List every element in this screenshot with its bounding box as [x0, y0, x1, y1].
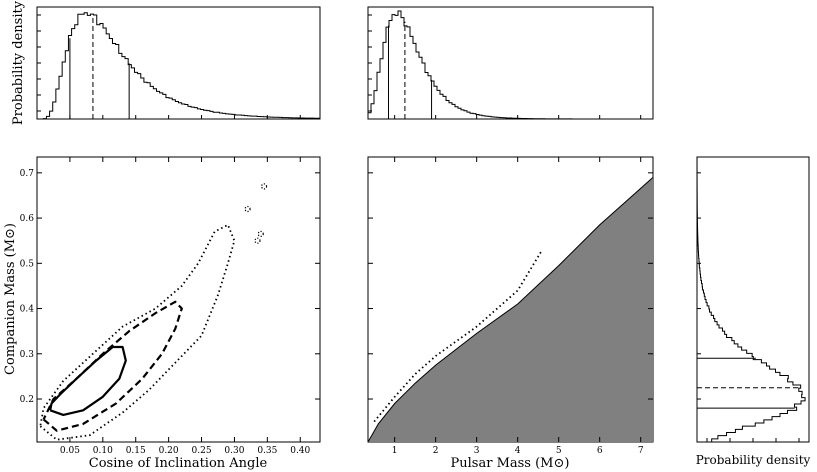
- mp-mc-xtick-label: 6: [597, 446, 603, 456]
- cosi-mc-xtick-label: 0.25: [192, 446, 212, 456]
- contour-outlier: [244, 205, 251, 213]
- mp-mc-xtick-label: 7: [638, 446, 644, 456]
- contour-outlier: [260, 183, 268, 190]
- cosi-mc-xlabel: Cosine of Inclination Angle: [89, 456, 268, 471]
- cosi-mc-ytick-label: 0.6: [20, 214, 35, 224]
- cosi-mc-xtick-label: 0.05: [60, 446, 80, 456]
- cosi-hist-plot: [37, 12, 320, 120]
- contour-outlier: [254, 237, 261, 244]
- mp-mc-xtick-label: 1: [392, 446, 398, 456]
- contour-outlier: [257, 230, 264, 238]
- mp-hist-plot: [367, 10, 653, 120]
- mc-hist-xlabel: Probability density: [696, 453, 811, 467]
- cosi-mc-ytick-label: 0.7: [20, 169, 35, 179]
- cosi-mc-xtick-label: 0.35: [257, 446, 277, 456]
- cosi-mc-plot: 0.05 0.10 0.15 0.20 0.25 0.30 0.35 0.40 0.2 0.3 0.…: [20, 157, 320, 456]
- mp-mc-xtick-label: 2: [433, 446, 439, 456]
- cosi-mc-xtick-label: 0.10: [93, 446, 113, 456]
- mp-hist-frame: [367, 6, 654, 120]
- cosi-mc-xtick-label: 0.30: [224, 446, 244, 456]
- contour-dotted: [39, 223, 236, 441]
- mc-hist-steps: [696, 156, 806, 442]
- cosi-hist-steps: [37, 12, 320, 120]
- mp-hist-steps: [367, 10, 653, 120]
- mp-mc-xtick-label: 3: [474, 446, 480, 456]
- cosi-mc-ylabel: Companion Mass (M⊙): [3, 223, 18, 375]
- mp-mc-xtick-label: 5: [556, 446, 562, 456]
- cosi-mc-ytick-label: 0.2: [20, 395, 34, 405]
- mp-mc-xlabel: Pulsar Mass (M⊙): [451, 456, 570, 471]
- mp-mc-xtick-label: 4: [515, 446, 521, 456]
- cosi-mc-xtick-label: 0.40: [290, 446, 310, 456]
- exclusion-boundary: [367, 177, 654, 443]
- mc-hist-plot: [696, 156, 806, 442]
- contour-dashed: [42, 300, 183, 432]
- cosi-mc-ytick-label: 0.4: [20, 305, 35, 315]
- cosi-mc-xtick-label: 0.15: [126, 446, 146, 456]
- cosi-mc-ytick-label: 0.3: [20, 350, 35, 360]
- mc-hist-frame: [696, 156, 810, 443]
- contour-dotted: [373, 249, 544, 423]
- hist-ylabel: Probability density: [11, 0, 26, 125]
- cosi-mc-ytick-label: 0.5: [20, 259, 35, 269]
- cosi-mc-frame: [36, 156, 321, 443]
- mp-mc-plot: 1 2 3 4 5 6 7: [367, 157, 654, 456]
- cosi-mc-xtick-label: 0.20: [159, 446, 179, 456]
